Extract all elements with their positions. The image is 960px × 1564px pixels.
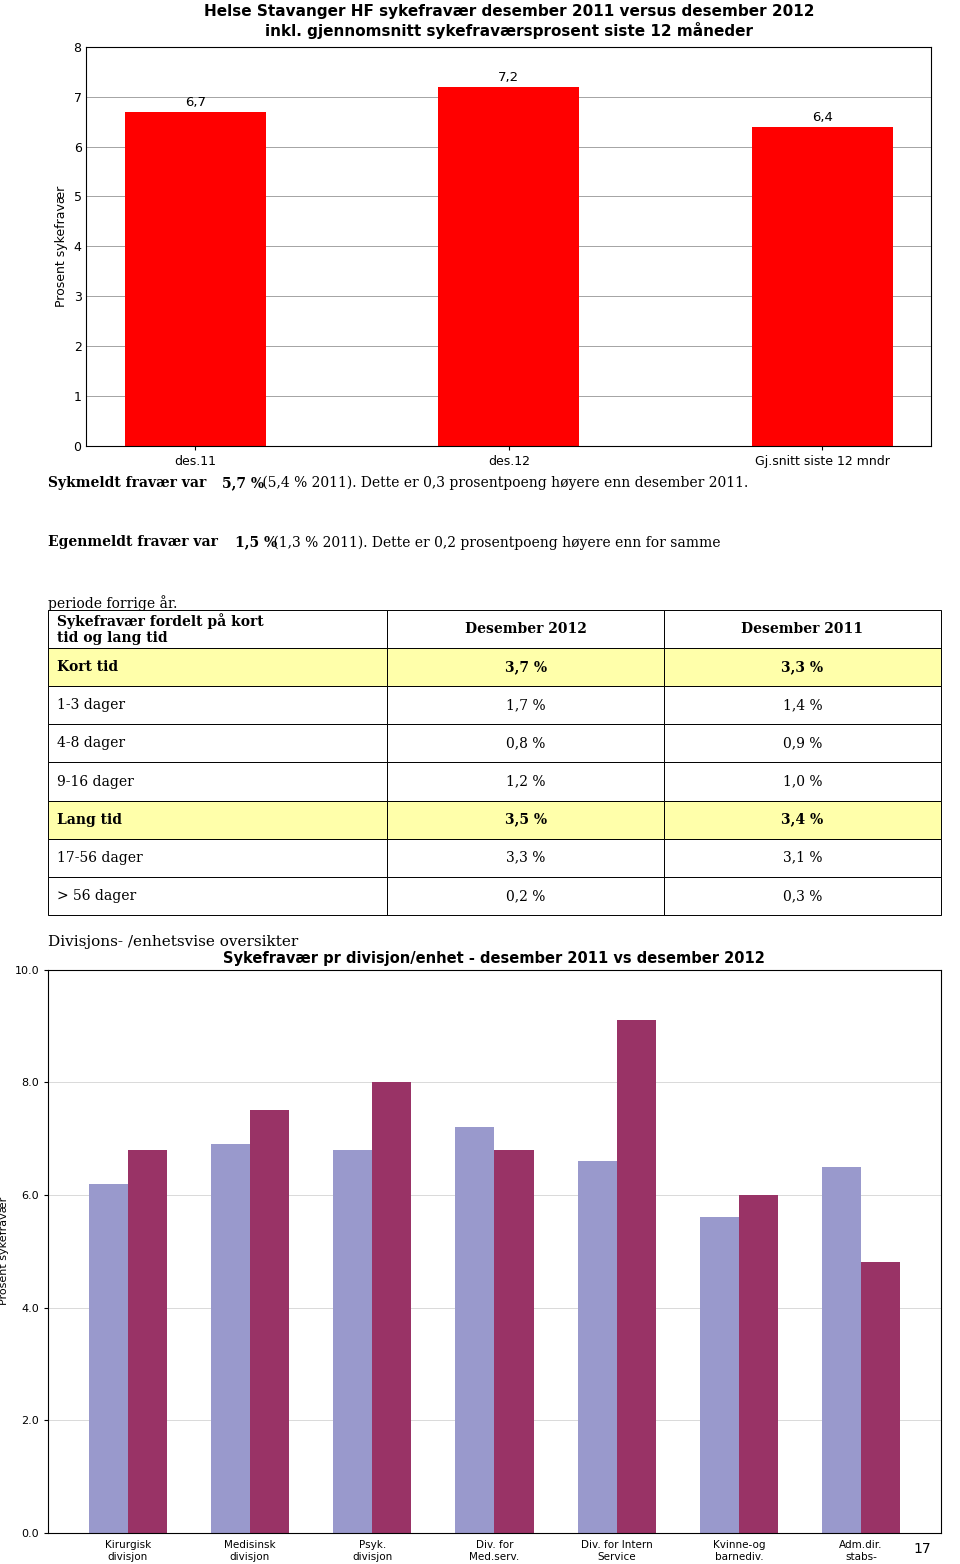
Text: Divisjons- /enhetsvise oversikter: Divisjons- /enhetsvise oversikter xyxy=(48,935,299,949)
Bar xyxy=(494,1150,534,1533)
Text: 17-56 dager: 17-56 dager xyxy=(57,851,143,865)
Text: (5,4 % 2011). Dette er 0,3 prosentpoeng høyere enn desember 2011.: (5,4 % 2011). Dette er 0,3 prosentpoeng … xyxy=(258,475,748,490)
Bar xyxy=(48,724,387,762)
Bar xyxy=(387,724,664,762)
Bar xyxy=(739,1195,778,1533)
Text: 6,4: 6,4 xyxy=(812,111,832,124)
Text: 1-3 dager: 1-3 dager xyxy=(57,698,125,712)
Text: 5,7 %: 5,7 % xyxy=(222,475,264,490)
Bar xyxy=(664,687,941,724)
Bar xyxy=(250,1110,289,1533)
Bar xyxy=(387,687,664,724)
Bar xyxy=(455,1128,494,1533)
Bar xyxy=(664,838,941,877)
Bar xyxy=(387,762,664,801)
Text: 3,3 %: 3,3 % xyxy=(781,660,824,674)
Text: 1,0 %: 1,0 % xyxy=(782,774,822,788)
Text: 0,9 %: 0,9 % xyxy=(782,737,822,751)
Title: Sykefravær pr divisjon/enhet - desember 2011 vs desember 2012: Sykefravær pr divisjon/enhet - desember … xyxy=(224,951,765,965)
Y-axis label: Prosent sykefravær: Prosent sykefravær xyxy=(55,186,68,307)
Text: 3,5 %: 3,5 % xyxy=(505,813,546,827)
Bar xyxy=(578,1160,616,1533)
Text: Egenmeldt fravær var: Egenmeldt fravær var xyxy=(48,535,223,549)
Bar xyxy=(861,1262,900,1533)
Text: > 56 dager: > 56 dager xyxy=(57,888,136,902)
Text: 6,7: 6,7 xyxy=(185,95,205,109)
Text: Sykefravær fordelt på kort
tid og lang tid: Sykefravær fordelt på kort tid og lang t… xyxy=(57,613,264,644)
Bar xyxy=(125,111,266,446)
Text: 7,2: 7,2 xyxy=(498,70,519,84)
Bar xyxy=(211,1145,250,1533)
Text: 0,3 %: 0,3 % xyxy=(782,888,822,902)
Text: Desember 2012: Desember 2012 xyxy=(465,622,587,637)
Bar xyxy=(48,610,387,647)
Bar xyxy=(700,1217,739,1533)
Text: (1,3 % 2011). Dette er 0,2 prosentpoeng høyere enn for samme: (1,3 % 2011). Dette er 0,2 prosentpoeng … xyxy=(270,535,721,549)
Bar xyxy=(664,647,941,687)
Text: 3,3 %: 3,3 % xyxy=(506,851,545,865)
Text: 17: 17 xyxy=(914,1542,931,1556)
Bar xyxy=(48,687,387,724)
Bar xyxy=(664,724,941,762)
Text: 3,7 %: 3,7 % xyxy=(505,660,546,674)
Text: Kort tid: Kort tid xyxy=(57,660,118,674)
Text: Sykmeldt fravær var: Sykmeldt fravær var xyxy=(48,475,211,490)
Bar xyxy=(48,762,387,801)
Bar xyxy=(48,838,387,877)
Bar xyxy=(822,1167,861,1533)
Text: 3,4 %: 3,4 % xyxy=(781,813,824,827)
Bar xyxy=(439,86,579,446)
Bar xyxy=(664,801,941,838)
Text: 1,5 %: 1,5 % xyxy=(235,535,277,549)
Text: Lang tid: Lang tid xyxy=(57,813,122,827)
Y-axis label: Prosent sykefravær: Prosent sykefravær xyxy=(0,1196,9,1306)
Text: 0,8 %: 0,8 % xyxy=(506,737,545,751)
Text: 1,2 %: 1,2 % xyxy=(506,774,545,788)
Text: periode forrige år.: periode forrige år. xyxy=(48,594,178,610)
Title: Helse Stavanger HF sykefravær desember 2011 versus desember 2012
inkl. gjennomsn: Helse Stavanger HF sykefravær desember 2… xyxy=(204,5,814,39)
Text: Desember 2011: Desember 2011 xyxy=(741,622,863,637)
Text: 9-16 dager: 9-16 dager xyxy=(57,774,133,788)
Text: 1,4 %: 1,4 % xyxy=(782,698,822,712)
Bar xyxy=(664,610,941,647)
Bar xyxy=(387,647,664,687)
Bar xyxy=(387,838,664,877)
Bar xyxy=(48,801,387,838)
Bar xyxy=(48,877,387,915)
Bar xyxy=(372,1082,411,1533)
Bar xyxy=(752,127,893,446)
Bar xyxy=(387,610,664,647)
Bar xyxy=(333,1150,372,1533)
Text: 3,1 %: 3,1 % xyxy=(782,851,822,865)
Bar xyxy=(387,801,664,838)
Bar xyxy=(664,877,941,915)
Bar xyxy=(48,647,387,687)
Bar xyxy=(88,1184,128,1533)
Bar xyxy=(387,877,664,915)
Text: 1,7 %: 1,7 % xyxy=(506,698,545,712)
Bar xyxy=(616,1020,656,1533)
Bar xyxy=(128,1150,167,1533)
Text: 0,2 %: 0,2 % xyxy=(506,888,545,902)
Text: 4-8 dager: 4-8 dager xyxy=(57,737,125,751)
Bar xyxy=(664,762,941,801)
